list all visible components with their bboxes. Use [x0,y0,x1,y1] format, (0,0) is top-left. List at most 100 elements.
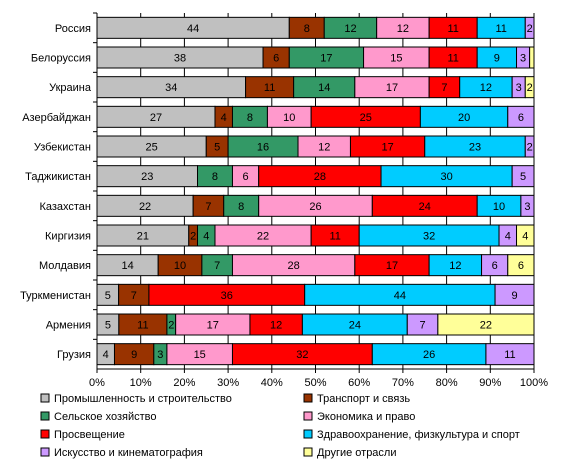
data-label: 38 [174,53,186,65]
data-label: 11 [447,23,458,35]
data-label: 6 [273,53,279,65]
data-label: 5 [214,142,220,154]
x-tick-label: 100% [520,377,548,389]
data-label: 17 [386,260,398,272]
data-label: 7 [205,201,211,213]
data-label: 11 [447,53,458,65]
data-label: 11 [496,23,507,35]
data-label: 4 [103,349,109,361]
data-label: 17 [386,82,398,94]
bar-segment [507,254,535,277]
x-tick-label: 90% [479,377,501,389]
x-tick-label: 70% [392,377,414,389]
x-tick-label: 80% [436,377,458,389]
data-label: 4 [505,231,511,243]
data-label: 28 [288,260,300,272]
data-label: 28 [314,171,326,183]
legend-label: Экономика и право [317,411,415,423]
x-tick-label: 10% [130,377,152,389]
legend-label: Просвещение [54,429,125,441]
data-label: 9 [494,53,500,65]
data-label: 27 [150,112,162,124]
bar-segment [524,16,535,39]
data-label: 9 [511,290,517,302]
data-label: 12 [397,23,409,35]
data-label: 14 [121,260,133,272]
data-label: 12 [270,320,282,332]
bar-segment [511,165,535,188]
data-label: 3 [157,349,163,361]
bar-segment [516,224,535,247]
data-label: 26 [309,201,321,213]
legend: Промышленность и строительство Транспорт … [40,393,520,459]
data-label: 2 [168,320,174,332]
data-label: 30 [440,171,452,183]
data-label: 25 [146,142,158,154]
data-label: 25 [360,112,372,124]
data-label: 21 [137,231,149,243]
x-tick-label: 20% [173,377,195,389]
legend-label: Сельское хозяйство [54,411,156,423]
data-label: 4 [203,231,209,243]
legend-swatch [40,393,50,403]
data-label: 17 [320,53,332,65]
legend-swatch [303,447,313,457]
category-label: Казахстан [39,201,91,213]
data-label: 20 [458,112,470,124]
x-tick-label: 60% [348,377,370,389]
data-label: 3 [524,201,530,213]
bar-segment [485,343,535,366]
data-label: 22 [139,201,151,213]
data-label: 2 [190,231,196,243]
data-label: 4 [221,112,227,124]
legend-label: Другие отрасли [317,447,397,459]
category-label: Таджикистан [25,171,91,183]
data-label: 5 [105,290,111,302]
data-label: 6 [518,260,524,272]
legend-label: Промышленность и строительство [54,393,232,405]
data-label: 17 [207,320,219,332]
category-label: Белоруссия [31,53,91,65]
legend-label: Транспорт и связь [317,393,410,405]
data-label: 16 [257,142,269,154]
x-tick-label: 50% [304,377,326,389]
legend-label: Искусство и кинематография [54,447,203,459]
data-label: 9 [131,349,137,361]
data-label: 11 [264,82,275,94]
data-label: 2 [527,82,533,94]
data-label: 32 [423,231,435,243]
data-label: 17 [381,142,393,154]
data-label: 5 [105,320,111,332]
data-label: 7 [441,82,447,94]
data-label: 3 [516,82,522,94]
data-label: 22 [480,320,492,332]
x-tick-label: 40% [261,377,283,389]
x-tick-label: 0% [89,377,105,389]
data-label: 3 [520,53,526,65]
data-label: 10 [283,112,295,124]
axes: Россия Белоруссия Украина Азербайджан Узбеки… [20,12,548,389]
category-label: Грузия [57,349,91,361]
category-label: Азербайджан [22,112,91,124]
data-label: 24 [349,320,361,332]
x-tick-label: 30% [217,377,239,389]
data-label: 6 [518,112,524,124]
data-label: 15 [194,349,206,361]
legend-swatch [40,447,50,457]
data-label: 44 [187,23,199,35]
bar-segment [520,194,535,217]
data-label: 8 [212,171,218,183]
data-label: 32 [296,349,308,361]
data-label: 8 [238,201,244,213]
bars: 44 8 12 12 11 11 238 6 17 15 11 9 334 11 14 17 7 12 3 227 4 8… [96,16,535,366]
data-label: 12 [480,82,492,94]
data-label: 8 [247,112,253,124]
legend-swatch [303,429,313,439]
bar-segment [507,105,535,128]
data-label: 14 [318,82,330,94]
data-label: 10 [174,260,186,272]
bar-segment [524,76,535,99]
data-label: 34 [165,82,177,94]
category-label: Киргизия [45,231,91,243]
data-label: 23 [469,142,481,154]
